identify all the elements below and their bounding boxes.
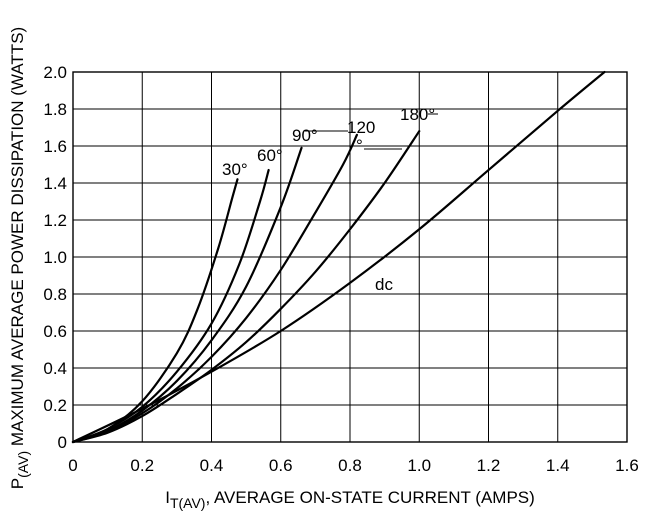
series-group xyxy=(71,70,606,444)
label-dc: dc xyxy=(375,275,393,294)
y-tick-label: 0.8 xyxy=(43,285,67,304)
y-tick-label: 2.0 xyxy=(43,63,67,82)
x-tick-label: 0.2 xyxy=(130,456,154,475)
y-tick-label: 1.6 xyxy=(43,137,67,156)
label-30: 30° xyxy=(222,160,248,179)
series-line-60 xyxy=(71,168,270,444)
series-line-120 xyxy=(71,133,359,444)
x-tick-label: 0.4 xyxy=(200,456,224,475)
x-tick-label: 1.0 xyxy=(407,456,431,475)
tick-labels: 0 0.2 0.4 0.6 0.8 1.0 1.2 1.4 1.6 0 0.2 0.4 0.6 0.8 1.… xyxy=(43,63,638,475)
y-tick-label: 1.0 xyxy=(43,248,67,267)
plot-frame xyxy=(72,71,628,443)
x-tick-label: 0.6 xyxy=(269,456,293,475)
y-axis-title: P(AV) MAXIMUM AVERAGE POWER DISSIPATION … xyxy=(8,27,31,489)
grid xyxy=(72,71,628,443)
series-line-dc xyxy=(71,70,606,444)
y-tick-label: 1.8 xyxy=(43,100,67,119)
label-180: 180° xyxy=(400,105,435,124)
y-tick-label: 0 xyxy=(58,433,67,452)
y-tick-label: 0.4 xyxy=(43,359,67,378)
x-axis-title: IT(AV), AVERAGE ON-STATE CURRENT (AMPS) xyxy=(165,488,535,511)
curve-labels: 30° 60° 90° 120 ° 180° dc xyxy=(222,105,438,294)
x-tick-label: 0.8 xyxy=(338,456,362,475)
label-120: 120 xyxy=(347,118,375,137)
x-tick-label: 0 xyxy=(68,456,77,475)
y-tick-label: 1.4 xyxy=(43,174,67,193)
label-90: 90° xyxy=(292,126,318,145)
label-60: 60° xyxy=(257,146,283,165)
label-120-degree: ° xyxy=(356,136,363,155)
y-tick-label: 0.2 xyxy=(43,396,67,415)
x-tick-label: 1.2 xyxy=(477,456,501,475)
y-tick-label: 1.2 xyxy=(43,211,67,230)
x-tick-label: 1.6 xyxy=(615,456,639,475)
y-tick-label: 0.6 xyxy=(43,322,67,341)
x-tick-label: 1.4 xyxy=(546,456,570,475)
series-line-180 xyxy=(71,130,421,444)
